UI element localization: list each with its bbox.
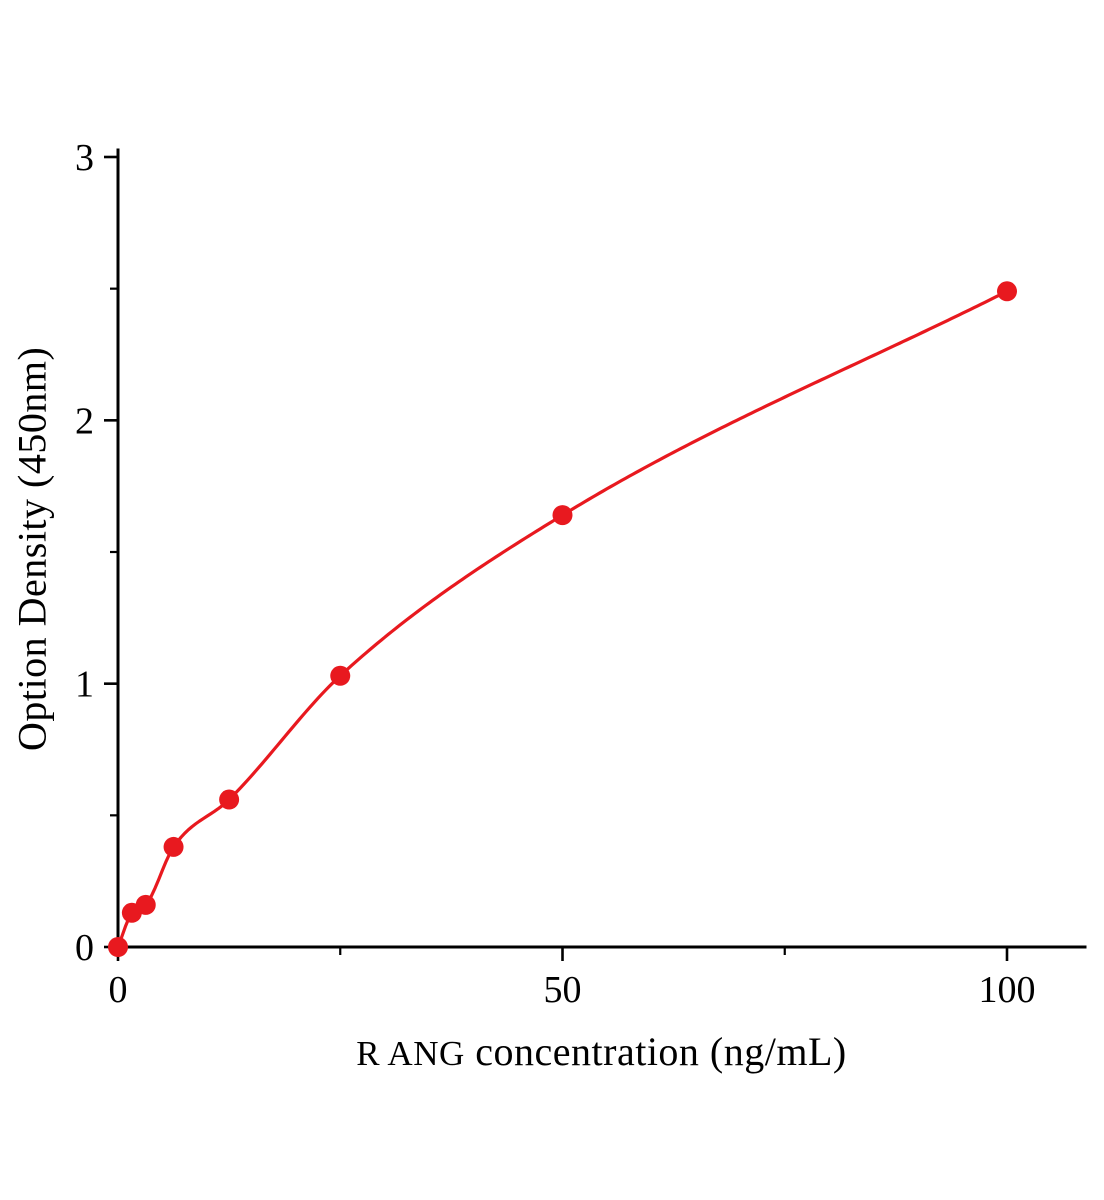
y-tick-label: 0 bbox=[75, 927, 94, 969]
y-tick-label: 3 bbox=[75, 137, 94, 179]
x-tick-label: 50 bbox=[544, 969, 582, 1011]
x-axis-title: R ANG concentration (ng/mL) bbox=[118, 1028, 1085, 1075]
data-point bbox=[997, 281, 1017, 302]
x-tick-label: 0 bbox=[109, 969, 128, 1011]
data-point bbox=[163, 836, 184, 857]
y-tick-label: 2 bbox=[75, 400, 94, 442]
axis-spines bbox=[116, 148, 1087, 949]
data-point bbox=[552, 505, 573, 526]
data-point bbox=[108, 937, 128, 957]
data-point bbox=[135, 894, 156, 915]
y-axis-title: Option Density (450nm) bbox=[9, 346, 55, 751]
x-axis-title-rest: concentration (ng/mL) bbox=[464, 1029, 847, 1074]
x-axis-title-prefix: R ANG bbox=[356, 1034, 465, 1073]
data-point bbox=[219, 789, 240, 810]
x-tick-label: 100 bbox=[979, 969, 1036, 1011]
y-tick-label: 1 bbox=[75, 664, 94, 706]
data-point bbox=[330, 665, 351, 686]
fit-curve bbox=[116, 289, 1009, 949]
